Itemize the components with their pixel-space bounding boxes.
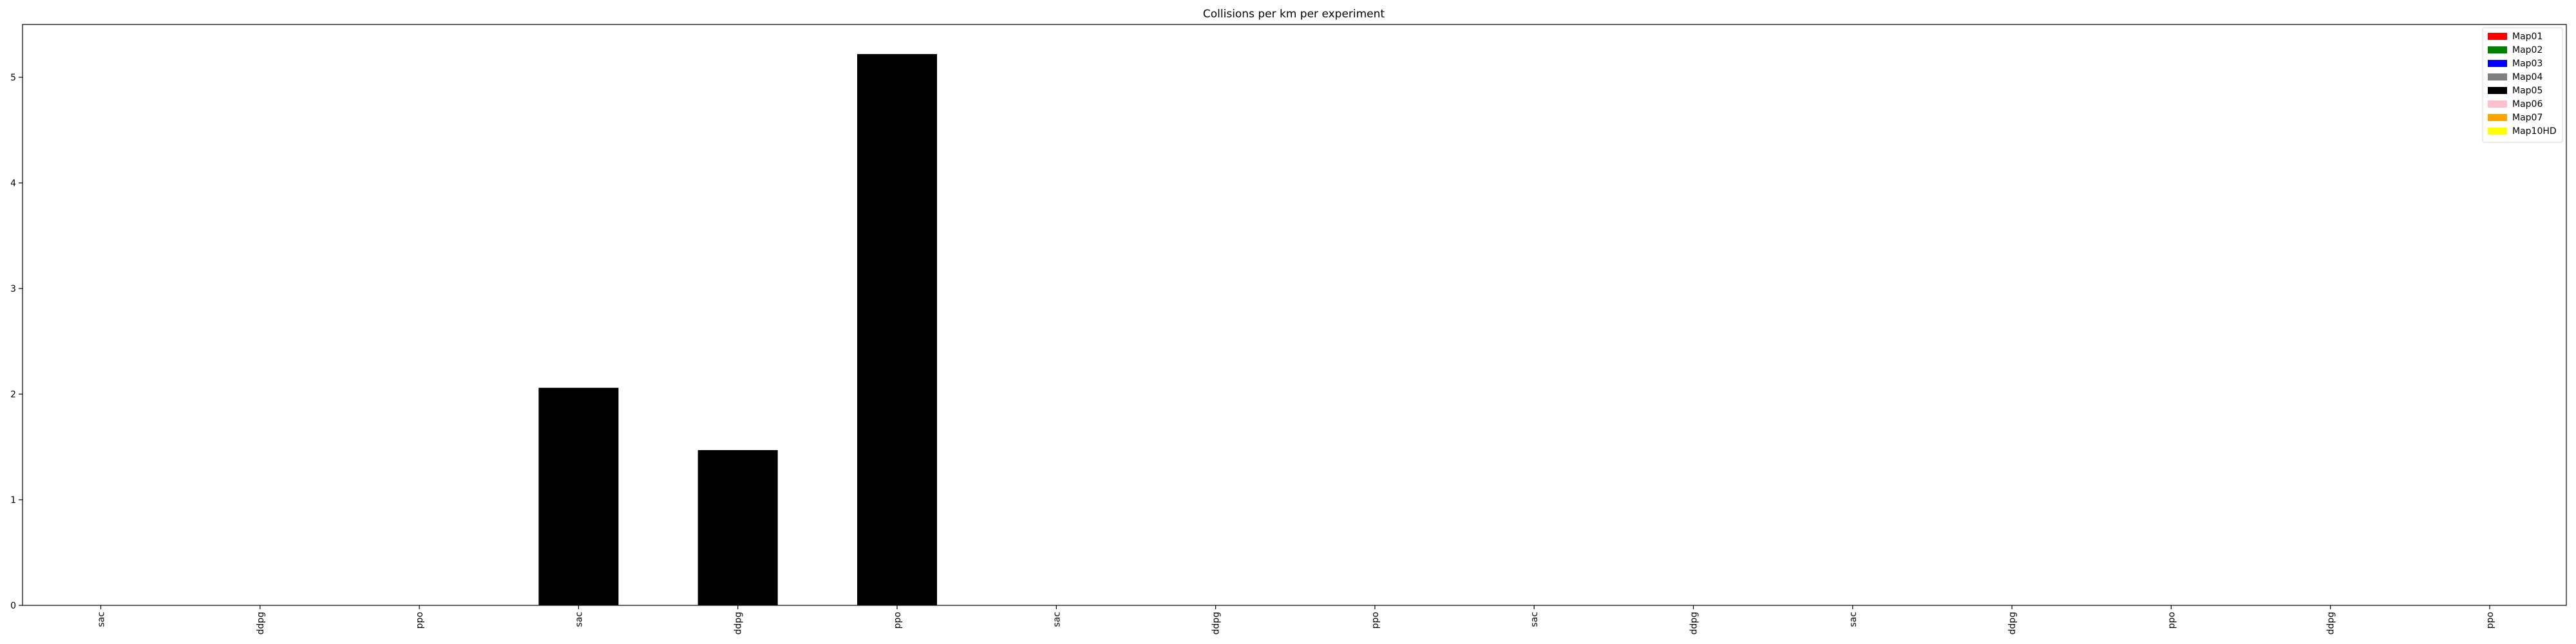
legend-label-map06: Map06 (2512, 99, 2543, 109)
y-tick-label: 3 (10, 284, 16, 294)
y-tick-label: 5 (10, 73, 16, 83)
legend-swatch-map04 (2488, 73, 2507, 80)
legend-label-map04: Map04 (2512, 72, 2543, 82)
legend-swatch-map06 (2488, 100, 2507, 108)
x-tick-label: ddpg (2007, 612, 2018, 635)
x-tick-label: ppo (1370, 612, 1381, 629)
x-tick-label: ppo (2485, 612, 2496, 629)
bar-4 (538, 388, 619, 605)
legend-swatch-map01 (2488, 33, 2507, 40)
x-tick-label: sac (1530, 612, 1540, 627)
legend-box (2482, 27, 2563, 143)
y-axis: 0 1 2 3 4 5 (10, 73, 23, 611)
x-tick-label: ppo (893, 612, 903, 629)
legend-swatch-map03 (2488, 60, 2507, 67)
legend-label-map10hd: Map10HD (2512, 126, 2557, 137)
bar-6 (857, 53, 937, 606)
legend-label-map01: Map01 (2512, 32, 2543, 42)
legend-swatch-map05 (2488, 87, 2507, 94)
legend-label-map05: Map05 (2512, 86, 2543, 96)
legend-label-map07: Map07 (2512, 113, 2543, 123)
x-tick-label: ddpg (2326, 612, 2336, 635)
y-tick-label: 1 (10, 495, 16, 506)
y-tick-label: 0 (10, 601, 16, 611)
chart-title: Collisions per km per experiment (1203, 8, 1385, 21)
x-tick-label: ddpg (1211, 612, 1222, 635)
x-tick-label: ppo (415, 612, 425, 629)
x-axis: sac ddpg ppo sac ddpg ppo sac ddpg ppo sac ddpg sac… (97, 605, 2496, 635)
x-tick-label: ppo (2166, 612, 2177, 629)
x-tick-label: sac (1848, 612, 1859, 627)
plot-frame (22, 24, 2567, 606)
x-tick-label: ddpg (734, 612, 744, 635)
legend-swatch-map10hd (2488, 128, 2507, 135)
y-tick-label: 2 (10, 390, 16, 400)
x-tick-label: ddpg (256, 612, 266, 635)
y-tick-label: 4 (10, 178, 16, 189)
x-tick-label: sac (97, 612, 107, 627)
legend-label-map03: Map03 (2512, 59, 2543, 69)
x-tick-label: sac (574, 612, 584, 627)
bars-group (538, 53, 937, 606)
legend-swatch-map07 (2488, 114, 2507, 121)
bar-5 (697, 450, 778, 605)
x-tick-label: sac (1052, 612, 1062, 627)
legend-swatch-map02 (2488, 46, 2507, 53)
x-tick-label: ddpg (1689, 612, 1700, 635)
legend-label-map02: Map02 (2512, 45, 2543, 55)
legend: Map01 Map02 Map03 Map04 Map05 Map06 Map07 Map10… (2482, 27, 2563, 143)
